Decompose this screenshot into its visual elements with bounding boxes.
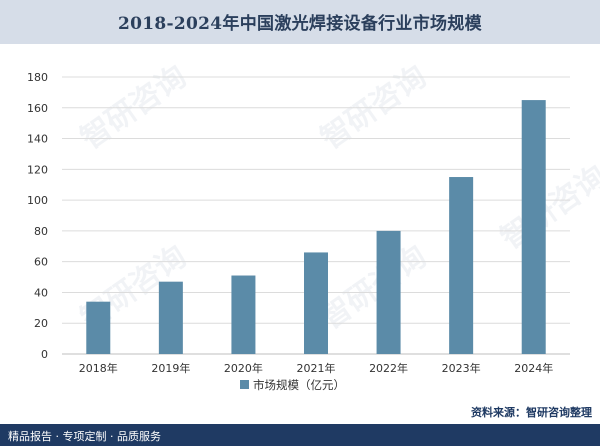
title-bar: 2018-2024年中国激光焊接设备行业市场规模 (0, 0, 600, 44)
x-tick-label: 2020年 (224, 361, 263, 375)
y-tick-label: 80 (34, 225, 48, 238)
footer-text: 精品报告 · 专项定制 · 品质服务 (8, 430, 161, 443)
y-tick-label: 60 (34, 256, 48, 269)
legend-swatch (240, 380, 249, 389)
source-label: 资料来源： (471, 406, 526, 419)
source-note: 资料来源：智研咨询整理 (471, 404, 592, 420)
watermark-text: 智研咨询 (315, 239, 433, 336)
bar (449, 177, 474, 354)
y-tick-label: 0 (41, 348, 48, 361)
y-tick-label: 160 (27, 102, 48, 115)
bar (158, 281, 183, 354)
y-tick-label: 120 (27, 163, 48, 176)
bar (304, 252, 328, 354)
y-tick-label: 180 (27, 71, 48, 84)
legend-label: 市场规模（亿元） (253, 378, 345, 392)
footer-bar: 精品报告 · 专项定制 · 品质服务 (0, 424, 600, 446)
y-tick-label: 100 (27, 194, 48, 207)
x-tick-label: 2021年 (297, 361, 336, 375)
y-tick-label: 140 (27, 133, 48, 146)
x-tick-label: 2022年 (369, 361, 408, 375)
x-tick-label: 2018年 (79, 361, 118, 375)
bar (86, 301, 111, 354)
x-tick-label: 2019年 (151, 361, 190, 375)
watermark-text: 智研咨询 (495, 159, 600, 256)
bar (376, 230, 401, 354)
chart-title: 2018-2024年中国激光焊接设备行业市场规模 (118, 14, 482, 34)
source-org: 智研咨询整理 (526, 406, 592, 419)
bar (521, 100, 546, 354)
y-tick-label: 20 (34, 317, 48, 330)
x-tick-label: 2023年 (442, 361, 481, 375)
x-tick-label: 2024年 (514, 361, 553, 375)
y-tick-label: 40 (34, 286, 48, 299)
bar (231, 275, 256, 354)
